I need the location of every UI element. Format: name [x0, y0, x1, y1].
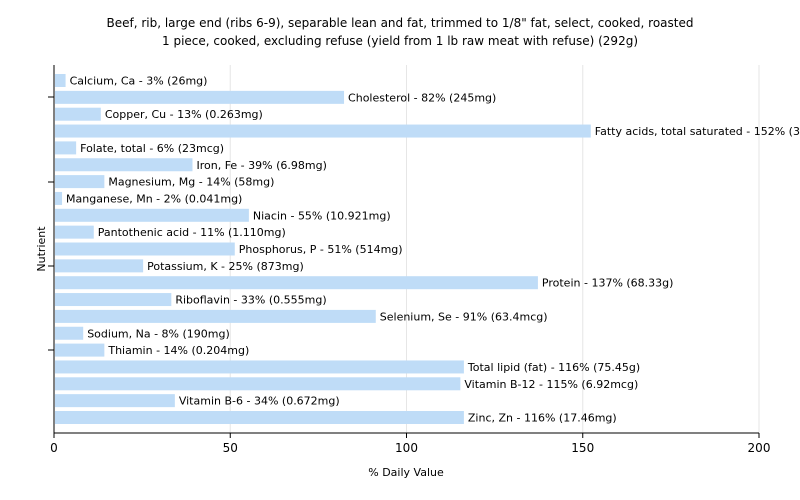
x-axis-label: % Daily Value	[368, 466, 444, 479]
x-tick-label: 0	[50, 441, 58, 455]
bar-label: Potassium, K - 25% (873mg)	[147, 260, 304, 273]
bar	[55, 141, 77, 155]
bar	[55, 191, 63, 205]
bar	[55, 377, 461, 391]
bar-label: Selenium, Se - 91% (63.4mcg)	[380, 310, 548, 323]
bar-label: Protein - 137% (68.33g)	[542, 277, 674, 290]
bars-group: Calcium, Ca - 3% (26mg) Cholesterol - 82%…	[55, 74, 800, 425]
x-tick-label: 150	[571, 441, 594, 455]
bar	[55, 158, 193, 172]
bar	[55, 175, 105, 189]
bar-label: Total lipid (fat) - 116% (75.45g)	[467, 361, 640, 374]
bar	[55, 259, 144, 273]
bar	[55, 411, 464, 424]
bar-label: Fatty acids, total saturated - 152% (30.…	[595, 125, 800, 138]
y-axis-label: Nutrient	[35, 226, 48, 272]
bar-label: Vitamin B-6 - 34% (0.672mg)	[179, 395, 340, 408]
bar-label: Thiamin - 14% (0.204mg)	[107, 344, 249, 357]
bar-label: Phosphorus, P - 51% (514mg)	[239, 243, 403, 256]
x-tick-label: 200	[748, 441, 771, 455]
bar-label: Copper, Cu - 13% (0.263mg)	[105, 108, 263, 121]
chart-subtitle: 1 piece, cooked, excluding refuse (yield…	[162, 34, 638, 48]
bar-label: Pantothenic acid - 11% (1.110mg)	[98, 226, 286, 239]
bar-label: Calcium, Ca - 3% (26mg)	[70, 75, 208, 88]
bar	[55, 242, 235, 256]
bar-label: Riboflavin - 33% (0.555mg)	[175, 294, 326, 307]
bar-label: Niacin - 55% (10.921mg)	[253, 209, 391, 222]
bar	[55, 394, 175, 408]
bar-label: Iron, Fe - 39% (6.98mg)	[196, 159, 326, 172]
bar-label: Vitamin B-12 - 115% (6.92mcg)	[464, 378, 638, 391]
bar-label: Zinc, Zn - 116% (17.46mg)	[468, 412, 617, 425]
bar	[55, 208, 249, 222]
bar-label: Sodium, Na - 8% (190mg)	[87, 327, 230, 340]
bar	[55, 74, 66, 87]
bar	[55, 360, 464, 374]
bar-label: Manganese, Mn - 2% (0.041mg)	[66, 192, 242, 205]
bar	[55, 276, 538, 290]
bar	[55, 343, 105, 357]
bar	[55, 326, 84, 340]
bar	[55, 293, 172, 307]
bar-label: Folate, total - 6% (23mcg)	[80, 142, 224, 155]
x-tick-label: 100	[395, 441, 418, 455]
bar	[55, 225, 94, 239]
x-axis-ticks: 0 50 100 150 200	[50, 433, 770, 455]
bar	[55, 309, 376, 323]
bar-label: Magnesium, Mg - 14% (58mg)	[108, 176, 274, 189]
x-tick-label: 50	[223, 441, 238, 455]
bar	[55, 107, 101, 121]
chart-title: Beef, rib, large end (ribs 6-9), separab…	[106, 16, 693, 30]
bar-label: Cholesterol - 82% (245mg)	[348, 91, 496, 104]
bar	[55, 90, 345, 104]
bar	[55, 124, 591, 138]
